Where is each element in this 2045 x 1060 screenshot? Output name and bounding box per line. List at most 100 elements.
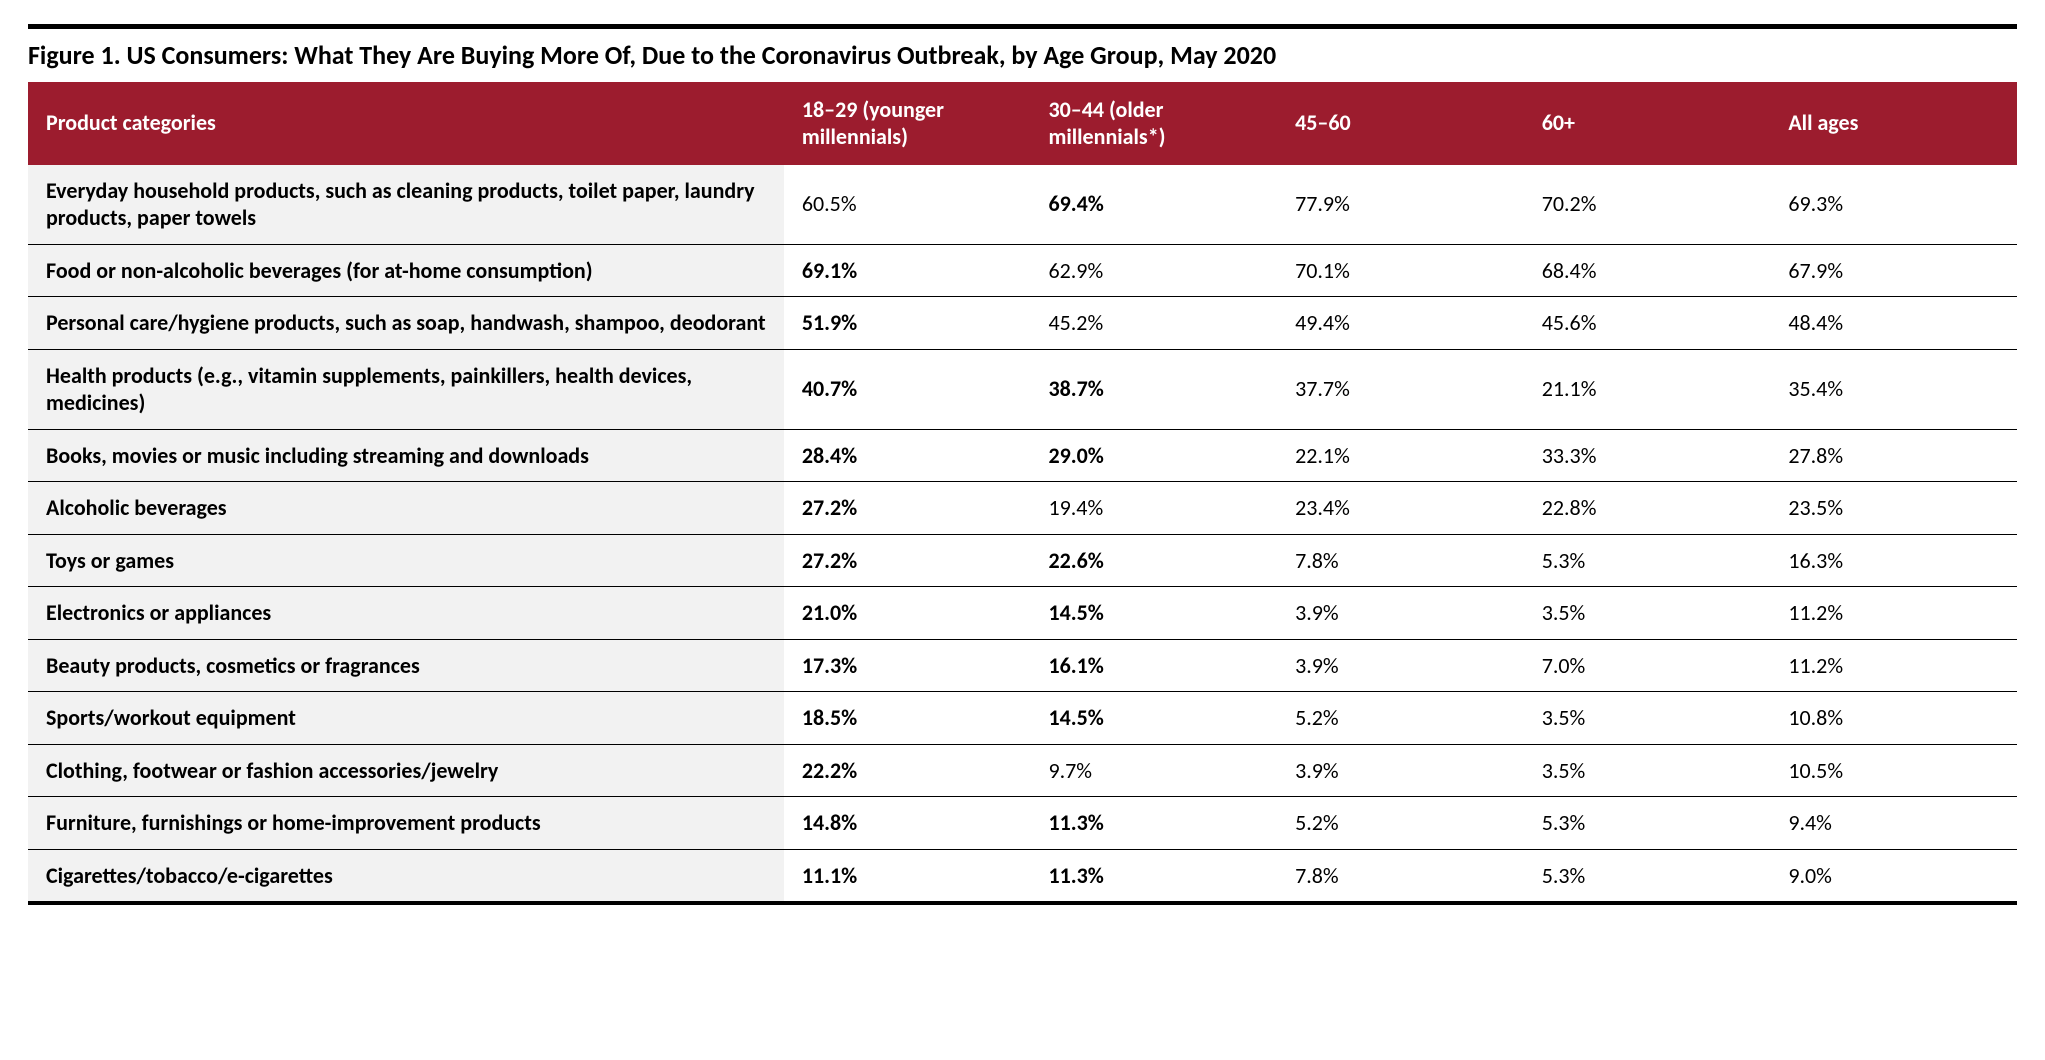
value-cell: 11.1%	[784, 849, 1031, 903]
value-cell: 5.3%	[1524, 534, 1771, 587]
figure-title: Figure 1. US Consumers: What They Are Bu…	[28, 39, 2017, 72]
value-cell: 69.1%	[784, 244, 1031, 297]
table-row: Sports/workout equipment18.5%14.5%5.2%3.…	[28, 692, 2017, 745]
table-row: Beauty products, cosmetics or fragrances…	[28, 639, 2017, 692]
table-row: Alcoholic beverages27.2%19.4%23.4%22.8%2…	[28, 482, 2017, 535]
value-cell: 18.5%	[784, 692, 1031, 745]
value-cell: 22.6%	[1030, 534, 1277, 587]
value-cell: 10.8%	[1770, 692, 2017, 745]
category-cell: Electronics or appliances	[28, 587, 784, 640]
value-cell: 49.4%	[1277, 297, 1524, 350]
table-body: Everyday household products, such as cle…	[28, 165, 2017, 904]
value-cell: 3.9%	[1277, 587, 1524, 640]
col-header-60plus: 60+	[1524, 82, 1771, 165]
value-cell: 14.8%	[784, 797, 1031, 850]
value-cell: 3.5%	[1524, 587, 1771, 640]
category-cell: Sports/workout equipment	[28, 692, 784, 745]
category-cell: Beauty products, cosmetics or fragrances	[28, 639, 784, 692]
value-cell: 68.4%	[1524, 244, 1771, 297]
value-cell: 11.2%	[1770, 587, 2017, 640]
table-row: Furniture, furnishings or home-improveme…	[28, 797, 2017, 850]
category-cell: Personal care/hygiene products, such as …	[28, 297, 784, 350]
value-cell: 33.3%	[1524, 429, 1771, 482]
value-cell: 16.3%	[1770, 534, 2017, 587]
table-row: Cigarettes/tobacco/e-cigarettes11.1%11.3…	[28, 849, 2017, 903]
data-table: Product categories 18–29 (younger millen…	[28, 82, 2017, 906]
value-cell: 60.5%	[784, 165, 1031, 245]
value-cell: 23.5%	[1770, 482, 2017, 535]
table-row: Everyday household products, such as cle…	[28, 165, 2017, 245]
value-cell: 9.7%	[1030, 744, 1277, 797]
category-cell: Books, movies or music including streami…	[28, 429, 784, 482]
value-cell: 35.4%	[1770, 349, 2017, 429]
category-cell: Everyday household products, such as cle…	[28, 165, 784, 245]
value-cell: 69.3%	[1770, 165, 2017, 245]
value-cell: 45.2%	[1030, 297, 1277, 350]
value-cell: 21.0%	[784, 587, 1031, 640]
value-cell: 51.9%	[784, 297, 1031, 350]
value-cell: 3.5%	[1524, 744, 1771, 797]
value-cell: 38.7%	[1030, 349, 1277, 429]
col-header-all: All ages	[1770, 82, 2017, 165]
value-cell: 77.9%	[1277, 165, 1524, 245]
value-cell: 45.6%	[1524, 297, 1771, 350]
value-cell: 22.2%	[784, 744, 1031, 797]
value-cell: 23.4%	[1277, 482, 1524, 535]
category-cell: Furniture, furnishings or home-improveme…	[28, 797, 784, 850]
value-cell: 19.4%	[1030, 482, 1277, 535]
table-row: Electronics or appliances21.0%14.5%3.9%3…	[28, 587, 2017, 640]
value-cell: 67.9%	[1770, 244, 2017, 297]
table-header-row: Product categories 18–29 (younger millen…	[28, 82, 2017, 165]
category-cell: Alcoholic beverages	[28, 482, 784, 535]
col-header-category: Product categories	[28, 82, 784, 165]
value-cell: 11.3%	[1030, 849, 1277, 903]
value-cell: 21.1%	[1524, 349, 1771, 429]
value-cell: 22.1%	[1277, 429, 1524, 482]
col-header-18-29: 18–29 (younger millennials)	[784, 82, 1031, 165]
top-rule	[28, 24, 2017, 29]
value-cell: 7.0%	[1524, 639, 1771, 692]
value-cell: 29.0%	[1030, 429, 1277, 482]
value-cell: 7.8%	[1277, 534, 1524, 587]
table-row: Books, movies or music including streami…	[28, 429, 2017, 482]
value-cell: 70.1%	[1277, 244, 1524, 297]
table-header: Product categories 18–29 (younger millen…	[28, 82, 2017, 165]
value-cell: 62.9%	[1030, 244, 1277, 297]
value-cell: 5.3%	[1524, 849, 1771, 903]
value-cell: 7.8%	[1277, 849, 1524, 903]
value-cell: 11.2%	[1770, 639, 2017, 692]
value-cell: 5.2%	[1277, 692, 1524, 745]
value-cell: 11.3%	[1030, 797, 1277, 850]
value-cell: 16.1%	[1030, 639, 1277, 692]
value-cell: 40.7%	[784, 349, 1031, 429]
category-cell: Health products (e.g., vitamin supplemen…	[28, 349, 784, 429]
value-cell: 27.2%	[784, 534, 1031, 587]
value-cell: 37.7%	[1277, 349, 1524, 429]
figure-container: Figure 1. US Consumers: What They Are Bu…	[28, 24, 2017, 905]
value-cell: 22.8%	[1524, 482, 1771, 535]
col-header-30-44: 30–44 (older millennials*)	[1030, 82, 1277, 165]
value-cell: 5.2%	[1277, 797, 1524, 850]
table-row: Personal care/hygiene products, such as …	[28, 297, 2017, 350]
value-cell: 14.5%	[1030, 587, 1277, 640]
table-row: Health products (e.g., vitamin supplemen…	[28, 349, 2017, 429]
category-cell: Cigarettes/tobacco/e-cigarettes	[28, 849, 784, 903]
category-cell: Toys or games	[28, 534, 784, 587]
col-header-45-60: 45–60	[1277, 82, 1524, 165]
value-cell: 3.9%	[1277, 639, 1524, 692]
table-row: Clothing, footwear or fashion accessorie…	[28, 744, 2017, 797]
value-cell: 9.4%	[1770, 797, 2017, 850]
value-cell: 27.8%	[1770, 429, 2017, 482]
value-cell: 9.0%	[1770, 849, 2017, 903]
value-cell: 48.4%	[1770, 297, 2017, 350]
value-cell: 3.5%	[1524, 692, 1771, 745]
value-cell: 17.3%	[784, 639, 1031, 692]
table-row: Food or non-alcoholic beverages (for at-…	[28, 244, 2017, 297]
value-cell: 27.2%	[784, 482, 1031, 535]
value-cell: 14.5%	[1030, 692, 1277, 745]
value-cell: 70.2%	[1524, 165, 1771, 245]
value-cell: 3.9%	[1277, 744, 1524, 797]
value-cell: 10.5%	[1770, 744, 2017, 797]
value-cell: 28.4%	[784, 429, 1031, 482]
table-row: Toys or games27.2%22.6%7.8%5.3%16.3%	[28, 534, 2017, 587]
